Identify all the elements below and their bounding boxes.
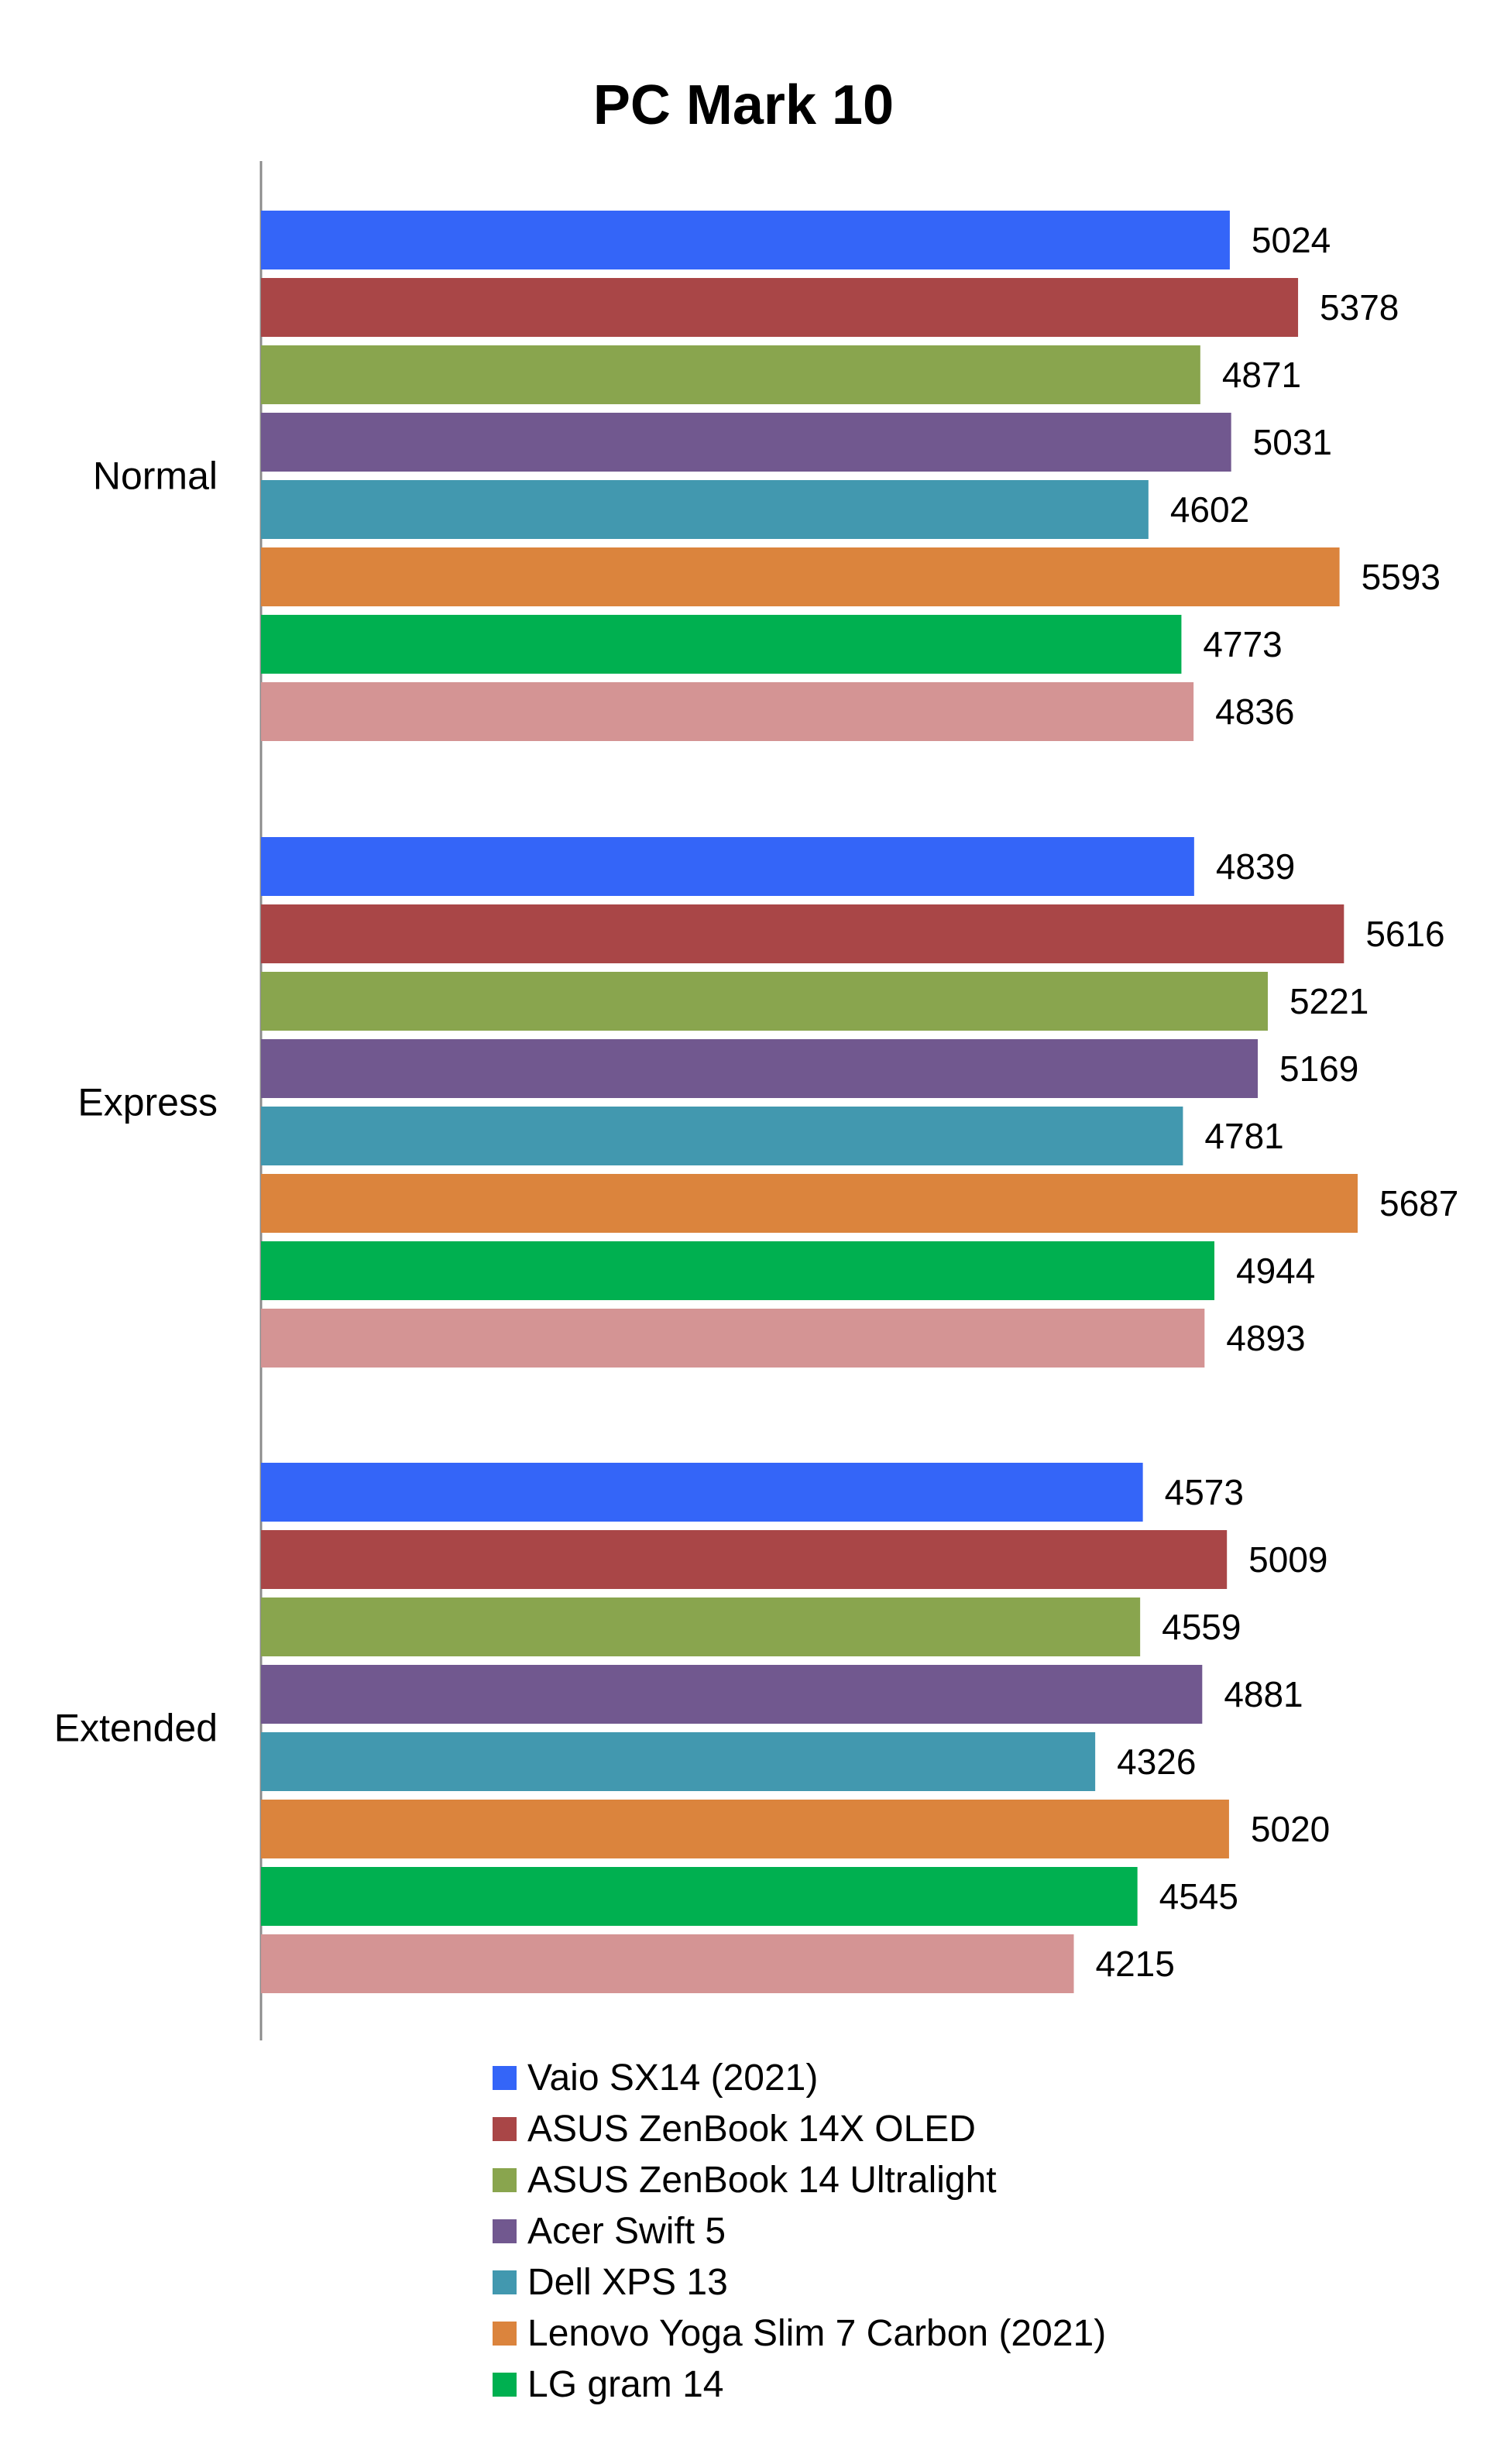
- value-label-extended-series-8: 4215: [1095, 1944, 1174, 1984]
- value-label-extended-series-7: 4545: [1159, 1876, 1238, 1917]
- category-label-extended: Extended: [54, 1707, 218, 1750]
- bar-normal-series-3: [261, 345, 1200, 404]
- value-label-extended-series-4: 4881: [1224, 1674, 1303, 1714]
- value-label-normal-series-3: 4871: [1222, 355, 1301, 395]
- legend-swatch-lenovo-yoga-slim-7-carbon-2021: [493, 2322, 517, 2346]
- bar-extended-series-2: [261, 1530, 1228, 1589]
- bar-normal-series-6: [261, 547, 1340, 606]
- bar-normal-series-5: [261, 480, 1149, 539]
- bar-express-series-2: [261, 904, 1344, 963]
- value-label-express-series-4: 5169: [1279, 1048, 1358, 1089]
- bar-normal-series-7: [261, 615, 1182, 674]
- value-label-extended-series-1: 4573: [1165, 1472, 1244, 1512]
- legend-label-asus-zenbook-14x-oled: ASUS ZenBook 14X OLED: [527, 2109, 976, 2150]
- value-label-normal-series-1: 5024: [1252, 220, 1331, 260]
- legend-label-vaio-sx14-2021: Vaio SX14 (2021): [527, 2057, 818, 2099]
- bar-extended-series-3: [261, 1597, 1141, 1656]
- legend-swatch-asus-zenbook-14x-oled: [493, 2117, 517, 2141]
- bar-express-series-1: [261, 837, 1194, 896]
- bar-express-series-4: [261, 1039, 1259, 1098]
- bar-express-series-3: [261, 972, 1268, 1031]
- value-label-normal-series-2: 5378: [1320, 287, 1399, 328]
- bar-extended-series-4: [261, 1665, 1203, 1724]
- value-label-extended-series-2: 5009: [1248, 1539, 1327, 1580]
- legend-label-lg-gram-14: LG gram 14: [527, 2364, 723, 2405]
- category-label-express: Express: [77, 1081, 218, 1124]
- value-label-express-series-8: 4893: [1226, 1318, 1305, 1358]
- value-label-express-series-6: 5687: [1379, 1183, 1458, 1223]
- value-label-express-series-7: 4944: [1236, 1251, 1315, 1291]
- value-label-normal-series-6: 5593: [1362, 557, 1441, 597]
- legend-swatch-lg-gram-14: [493, 2373, 517, 2397]
- value-label-normal-series-4: 5031: [1253, 422, 1332, 462]
- value-label-express-series-5: 4781: [1204, 1116, 1283, 1156]
- legend-swatch-acer-swift-5: [493, 2219, 517, 2243]
- bar-normal-series-8: [261, 682, 1194, 741]
- bar-normal-series-4: [261, 413, 1231, 472]
- legend-swatch-asus-zenbook-14-ultralight: [493, 2168, 517, 2192]
- value-label-normal-series-7: 4773: [1203, 624, 1282, 664]
- legend-swatch-dell-xps-13: [493, 2270, 517, 2294]
- legend-label-lenovo-yoga-slim-7-carbon-2021: Lenovo Yoga Slim 7 Carbon (2021): [527, 2313, 1106, 2354]
- bar-express-series-8: [261, 1309, 1205, 1368]
- bar-normal-series-1: [261, 211, 1230, 269]
- bar-normal-series-2: [261, 278, 1299, 337]
- bar-express-series-7: [261, 1241, 1215, 1300]
- legend-label-acer-swift-5: Acer Swift 5: [527, 2211, 726, 2252]
- value-label-extended-series-5: 4326: [1117, 1742, 1196, 1782]
- bar-extended-series-5: [261, 1732, 1096, 1791]
- bar-extended-series-7: [261, 1867, 1138, 1926]
- bar-extended-series-6: [261, 1800, 1229, 1858]
- value-label-extended-series-3: 4559: [1162, 1607, 1241, 1647]
- legend-label-dell-xps-13: Dell XPS 13: [527, 2262, 728, 2303]
- value-label-normal-series-8: 4836: [1215, 691, 1294, 732]
- value-label-extended-series-6: 5020: [1251, 1809, 1330, 1849]
- bar-extended-series-8: [261, 1934, 1074, 1993]
- value-label-express-series-3: 5221: [1290, 981, 1369, 1021]
- legend-swatch-vaio-sx14-2021: [493, 2066, 517, 2090]
- legend-label-asus-zenbook-14-ultralight: ASUS ZenBook 14 Ultralight: [527, 2160, 997, 2201]
- category-label-normal: Normal: [93, 455, 218, 498]
- bar-express-series-5: [261, 1107, 1183, 1165]
- bar-extended-series-1: [261, 1463, 1143, 1522]
- value-label-normal-series-5: 4602: [1170, 489, 1249, 530]
- value-label-express-series-2: 5616: [1365, 914, 1444, 954]
- value-label-express-series-1: 4839: [1216, 846, 1295, 887]
- chart-title: PC Mark 10: [593, 74, 894, 136]
- bar-express-series-6: [261, 1174, 1358, 1233]
